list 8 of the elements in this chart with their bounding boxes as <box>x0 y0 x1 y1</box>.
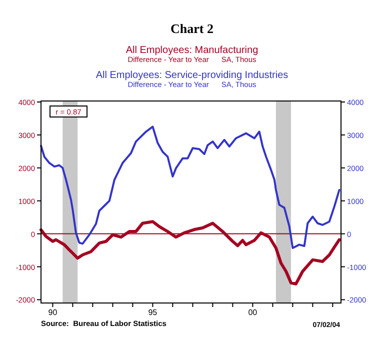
text: All Employees: Service-providing Industries <box>96 70 288 81</box>
text: All Employees: Manufacturing <box>126 45 258 56</box>
x-tick-label: 90 <box>48 308 58 317</box>
line-series <box>40 220 341 286</box>
x-tick-label: 95 <box>148 308 158 317</box>
x-tick-label: 00 <box>248 308 258 317</box>
line-series <box>40 126 340 249</box>
chart-title: Chart 2 <box>170 21 214 36</box>
